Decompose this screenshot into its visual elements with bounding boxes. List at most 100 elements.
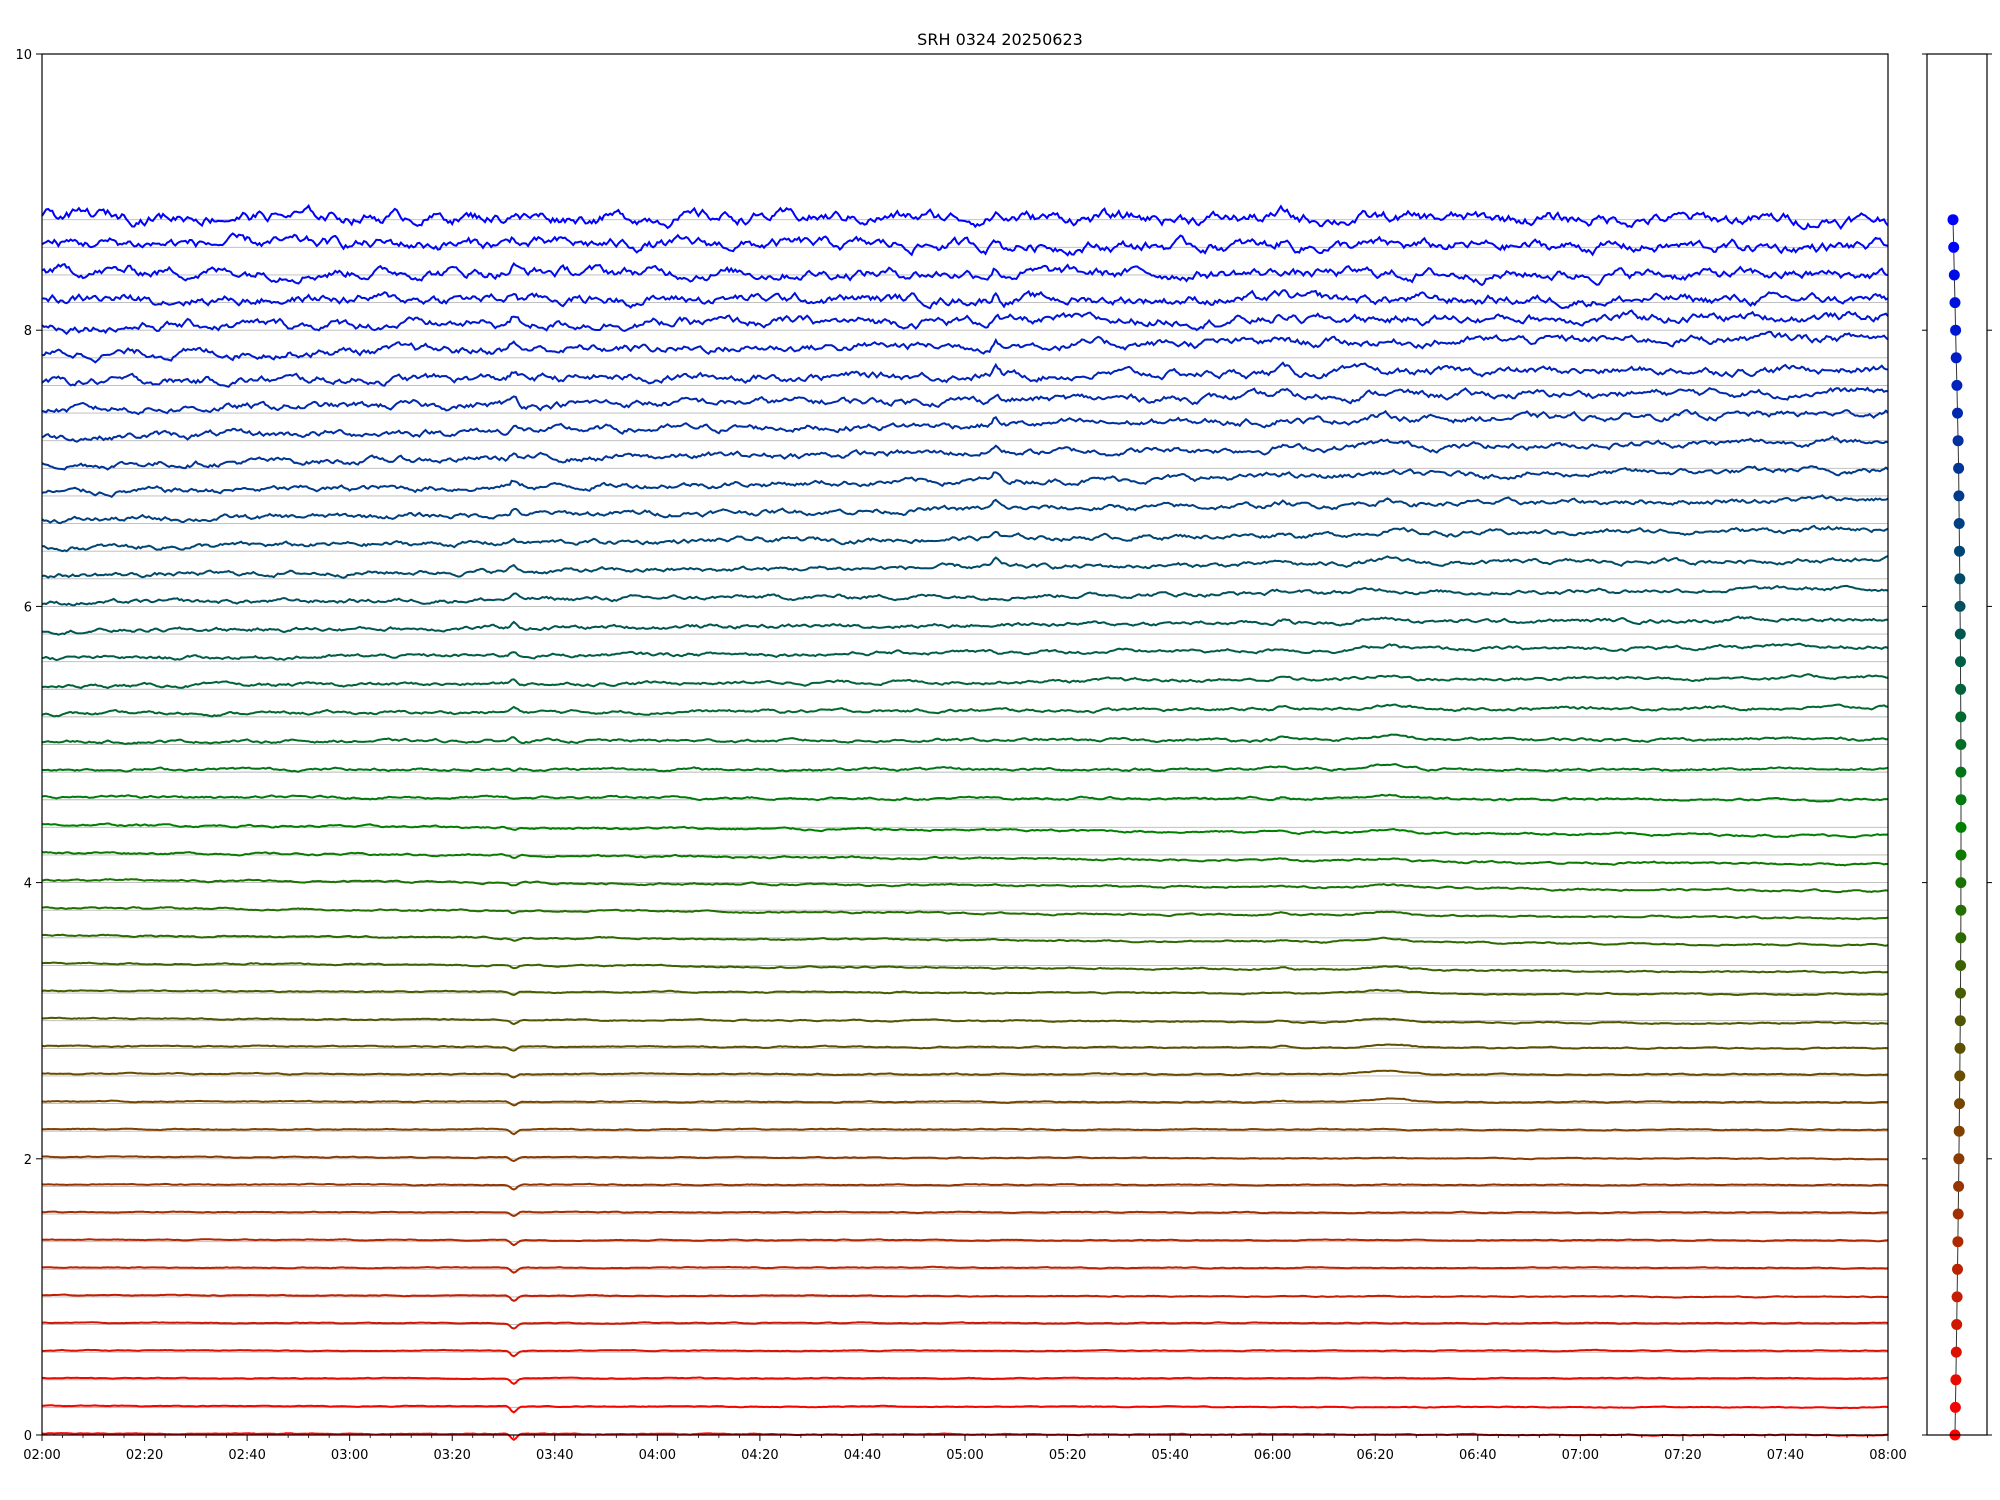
side-panel-point (1955, 656, 1966, 668)
side-panel-point (1955, 683, 1967, 695)
series-line-8 (41, 1210, 1889, 1218)
series-line-20 (41, 878, 1889, 894)
series-line-41 (42, 289, 1889, 310)
side-panel-content (1947, 214, 1967, 1441)
side-panel-point (1953, 1180, 1965, 1192)
series-line-7 (42, 1238, 1889, 1247)
series-line-37 (41, 386, 1889, 416)
side-panel-point (1952, 435, 1964, 447)
x-tick-label: 06:00 (1254, 1448, 1291, 1463)
series-line-31 (41, 555, 1889, 579)
side-panel-point (1953, 490, 1965, 502)
series-line-33 (41, 494, 1889, 525)
side-panel-point (1954, 1015, 1966, 1027)
series-line-6 (41, 1265, 1889, 1274)
x-tick-label: 05:40 (1151, 1448, 1188, 1463)
side-panel-point (1950, 352, 1962, 364)
x-tick-label: 03:40 (536, 1448, 573, 1463)
side-panel-point (1955, 711, 1967, 723)
side-panel-point (1955, 877, 1967, 889)
side-panel-point (1953, 518, 1965, 529)
x-tick-label: 03:20 (433, 1448, 470, 1463)
side-panel-point (1953, 1153, 1965, 1165)
series-line-9 (41, 1182, 1889, 1191)
series-line-24 (42, 763, 1889, 773)
x-tick-label: 02:00 (23, 1448, 60, 1463)
y-tick-label: 10 (15, 48, 32, 63)
side-panel-point (1955, 739, 1967, 750)
side-panel-point (1950, 1374, 1962, 1386)
side-panel-point (1949, 1401, 1961, 1413)
side-panel-point (1953, 462, 1965, 474)
side-panel-point (1948, 269, 1960, 281)
side-panel-point (1955, 987, 1966, 999)
x-tick-label: 07:20 (1664, 1448, 1701, 1463)
side-panel-point (1947, 214, 1959, 226)
y-tick-label: 8 (24, 324, 32, 339)
side-panel-point (1954, 1098, 1965, 1110)
side-panel-point (1952, 1236, 1964, 1248)
y-tick-label: 6 (24, 600, 32, 615)
side-panel-ticks (1922, 53, 1992, 1436)
series-line-16 (41, 988, 1889, 997)
series-line-10 (42, 1155, 1889, 1163)
side-panel-point (1955, 932, 1967, 944)
x-tick-label: 06:40 (1459, 1448, 1496, 1463)
x-tick-label: 07:00 (1562, 1448, 1599, 1463)
side-panel-point (1955, 821, 1967, 833)
series-line-25 (41, 733, 1889, 746)
x-tick-label: 03:00 (331, 1448, 368, 1463)
side-panel-point (1954, 1042, 1966, 1054)
x-tick-label: 04:20 (741, 1448, 778, 1463)
side-panel-point (1952, 407, 1963, 419)
series-line-2 (41, 1376, 1889, 1386)
series-line-26 (41, 703, 1889, 718)
series-line-14 (41, 1043, 1889, 1052)
series-line-29 (41, 615, 1889, 636)
y-tick-label: 4 (24, 877, 32, 892)
side-panel (1922, 53, 1992, 1441)
series-line-11 (41, 1127, 1889, 1136)
series-line-44 (41, 203, 1889, 231)
side-panel-point (1955, 849, 1967, 861)
series-line-18 (41, 933, 1889, 947)
series-line-30 (41, 584, 1889, 607)
series-line-39 (42, 330, 1889, 364)
series-line-38 (41, 361, 1889, 388)
y-tick-label: 0 (24, 1429, 32, 1444)
side-panel-frame (1926, 53, 1988, 1436)
side-panel-point (1954, 545, 1965, 557)
x-tick-label: 02:20 (126, 1448, 163, 1463)
series-line-4 (41, 1321, 1889, 1330)
side-panel-point (1951, 1291, 1963, 1303)
y-tick-label: 2 (24, 1153, 32, 1168)
series-line-35 (41, 435, 1889, 471)
side-panel-point (1955, 960, 1967, 971)
side-panel-point (1952, 1263, 1963, 1275)
side-panel-point (1954, 628, 1966, 640)
side-panel-point (1950, 324, 1962, 336)
series-line-21 (41, 850, 1889, 867)
x-tick-label: 04:40 (844, 1448, 881, 1463)
series-line-32 (41, 524, 1889, 553)
x-tick-label: 05:00 (946, 1448, 983, 1463)
series-line-15 (42, 1016, 1889, 1026)
series-line-13 (41, 1069, 1889, 1079)
series-line-34 (41, 465, 1889, 498)
side-panel-point (1951, 1319, 1963, 1330)
x-tick-label: 08:00 (1869, 1448, 1906, 1463)
side-panel-point (1955, 904, 1967, 916)
side-panel-point (1952, 1208, 1964, 1220)
series-line-17 (41, 961, 1889, 974)
series-line-19 (41, 906, 1889, 921)
side-panel-point (1955, 794, 1967, 806)
series-line-27 (41, 673, 1889, 690)
side-panel-point (1953, 1125, 1965, 1137)
x-axis: 02:00 02:20 02:40 03:00 03:20 03:40 04:00 04:20… (23, 1435, 1907, 1463)
series-line-23 (41, 793, 1889, 803)
side-panel-point (1951, 379, 1963, 391)
series-line-28 (41, 642, 1889, 662)
side-panel-point (1950, 1346, 1962, 1358)
series-line-36 (41, 409, 1889, 443)
